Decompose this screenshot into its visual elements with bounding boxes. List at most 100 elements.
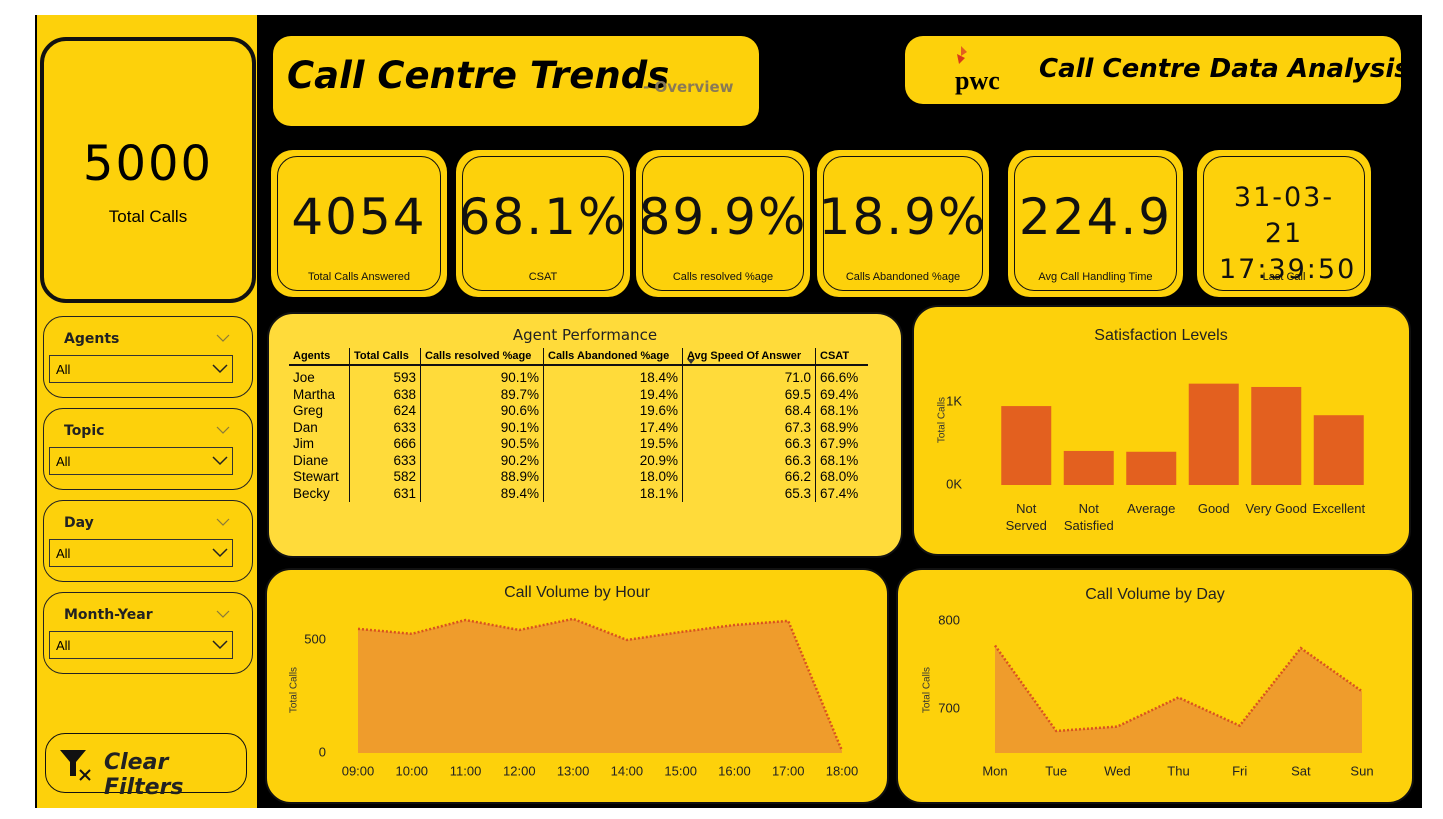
total-calls-label: Total Calls — [108, 207, 188, 226]
column-header[interactable]: Avg Speed Of Answer — [682, 348, 816, 366]
cell: 666 — [349, 436, 421, 453]
row: Greg 624 90.6% 19.6% 68.4 68.1% — [289, 403, 868, 420]
cell: 66.3 — [682, 436, 816, 453]
kpi-card: 18.9% Calls Abandoned %age — [817, 150, 989, 297]
kpi-card: 4054 Total Calls Answered — [271, 150, 447, 297]
x-tick-label: 11:00 — [450, 763, 482, 778]
cell: 67.4% — [815, 485, 868, 502]
y-tick-label: 0K — [946, 476, 962, 491]
sort-indicator — [687, 359, 695, 364]
cell: 19.6% — [543, 403, 683, 420]
x-tick-label: 15:00 — [664, 763, 697, 778]
cell: 633 — [349, 452, 421, 469]
funnel-icon — [60, 750, 91, 781]
row: Martha 638 89.7% 19.4% 69.5 69.4% — [289, 386, 868, 403]
cell: 69.4% — [815, 386, 868, 403]
clear-filters-button[interactable]: Clear Filters — [45, 733, 247, 800]
slicer-value: All — [56, 546, 71, 561]
column-header[interactable]: Agents — [289, 348, 350, 366]
brand-box: pwc Call Centre Data Analysis — [905, 36, 1410, 104]
cell: 19.4% — [543, 386, 683, 403]
x-tick-label: Sun — [1350, 763, 1373, 778]
cell: 69.5 — [682, 386, 816, 403]
dropdown-chevron — [212, 364, 228, 374]
x-tick-label: 18:00 — [826, 763, 859, 778]
slicer-dropdown[interactable]: All — [49, 447, 233, 475]
column-header-text: Agents — [293, 350, 331, 362]
kpi-frame — [1014, 156, 1177, 291]
collapse-chevron — [216, 334, 230, 342]
slicer-label: Agents — [64, 331, 120, 347]
y-tick-label: 500 — [304, 631, 326, 646]
column-header[interactable]: CSAT — [815, 348, 868, 366]
cell: 633 — [349, 419, 421, 436]
bar — [1063, 450, 1114, 485]
x-tick-label: Not Served — [1005, 501, 1047, 533]
slicer-dropdown[interactable]: All — [49, 355, 233, 383]
kpi-label: Avg Call Handling Time — [1038, 271, 1153, 283]
cell: 593 — [349, 365, 421, 387]
kpi-card: 89.9% Calls resolved %age — [636, 150, 810, 297]
bar — [1001, 406, 1052, 485]
cell: 18.4% — [543, 365, 683, 387]
column-header-text: CSAT — [820, 350, 850, 362]
kpi-value: 224.9 — [1018, 188, 1173, 246]
cell: 68.1% — [815, 403, 868, 420]
y-tick-label: 0 — [319, 744, 326, 759]
cell: 18.1% — [543, 485, 683, 502]
kpi-label: Calls resolved %age — [672, 271, 774, 283]
slicer[interactable]: Topic All — [43, 408, 253, 490]
column-header-text: Calls Abandoned %age — [548, 350, 670, 362]
x-tick-label: 16:00 — [718, 763, 751, 778]
column-header[interactable]: Total Calls — [349, 348, 421, 366]
cell: 18.0% — [543, 469, 683, 486]
x-tick-label: 10:00 — [396, 763, 429, 778]
kpi-value: 31-03-21 17:39:50 — [1219, 182, 1357, 285]
cell: 68.1% — [815, 452, 868, 469]
row: Joe 593 90.1% 18.4% 71.0 66.6% — [289, 365, 868, 387]
slicer-label: Topic — [64, 423, 105, 439]
column-header-text: Total Calls — [354, 350, 409, 362]
agent-table: Agents Total Calls Calls resolved %age Call… — [289, 348, 868, 502]
x-tick-label: Wed — [1104, 763, 1131, 778]
cell: Stewart — [293, 469, 339, 484]
slicer-label: Day — [64, 515, 94, 531]
line — [993, 644, 1363, 733]
x-tick-label: Very Good — [1245, 501, 1307, 516]
kpi-card: 224.9 Avg Call Handling Time — [1008, 150, 1183, 297]
row: Becky 631 89.4% 18.1% 65.3 67.4% — [289, 485, 868, 502]
cell: 67.9% — [815, 436, 868, 453]
y-axis-title: Total Calls — [937, 397, 948, 443]
column-header[interactable]: Calls Abandoned %age — [543, 348, 683, 366]
kpi-label: CSAT — [528, 271, 558, 283]
slicer[interactable]: Day All — [43, 500, 253, 582]
row: Diane 633 90.2% 20.9% 66.3 68.1% — [289, 452, 868, 469]
slicer[interactable]: Month-Year All — [43, 592, 253, 674]
slicer-value: All — [56, 638, 71, 653]
cell: 582 — [349, 469, 421, 486]
cell: 90.6% — [420, 403, 544, 420]
column-header-text: Calls resolved %age — [425, 350, 532, 362]
slicer[interactable]: Agents All — [43, 316, 253, 398]
x-tick-label: 14:00 — [611, 763, 644, 778]
kpi-frame — [462, 156, 624, 291]
column-header[interactable]: Calls resolved %age — [420, 348, 544, 366]
kpi-value: 89.9% — [638, 188, 808, 246]
column-header-text: Avg Speed Of Answer — [687, 350, 802, 362]
collapse-chevron — [216, 426, 230, 434]
x-tick-label: Not Satisfied — [1063, 501, 1114, 533]
x-tick-label: 13:00 — [557, 763, 590, 778]
slicer-dropdown[interactable]: All — [49, 539, 233, 567]
slicer-value: All — [56, 454, 71, 469]
cell: 68.0% — [815, 469, 868, 486]
area — [995, 645, 1362, 753]
cell: 71.0 — [682, 365, 816, 387]
subtitle: - Overview — [643, 78, 734, 96]
title-box: Call Centre Trends - Overview — [273, 36, 759, 126]
slicer-dropdown[interactable]: All — [49, 631, 233, 659]
cell: 66.3 — [682, 452, 816, 469]
row: Jim 666 90.5% 19.5% 66.3 67.9% — [289, 436, 868, 453]
table-panel: Agent Performance Agents Total Calls Calls… — [267, 312, 903, 558]
y-tick-label: 1K — [946, 393, 962, 408]
